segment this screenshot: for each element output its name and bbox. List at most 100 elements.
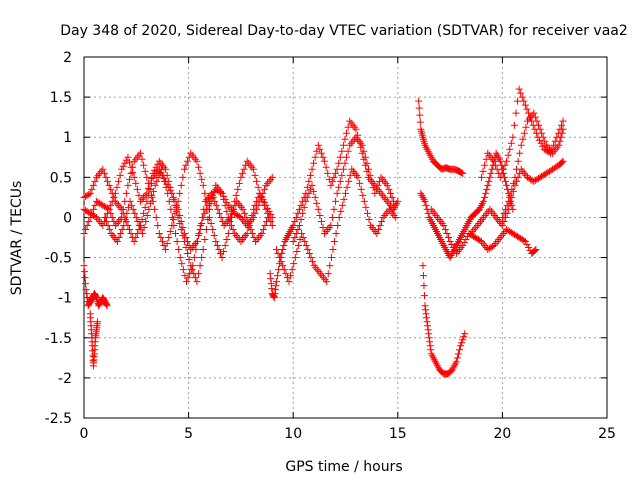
data-point bbox=[356, 179, 364, 187]
data-point bbox=[179, 266, 187, 274]
data-point bbox=[488, 243, 496, 251]
data-point bbox=[332, 169, 340, 177]
data-point bbox=[189, 262, 197, 270]
data-point bbox=[487, 169, 495, 177]
data-point bbox=[311, 153, 319, 161]
data-point bbox=[280, 242, 288, 250]
data-point bbox=[460, 333, 468, 341]
data-point bbox=[276, 254, 284, 262]
data-point bbox=[141, 167, 149, 175]
data-point bbox=[89, 181, 97, 189]
data-point bbox=[157, 234, 165, 241]
data-point bbox=[358, 141, 366, 149]
data-point bbox=[198, 175, 206, 183]
data-point bbox=[424, 209, 432, 217]
data-point bbox=[117, 229, 125, 237]
y-tick-label: 2 bbox=[63, 50, 72, 66]
data-point bbox=[462, 236, 470, 244]
data-point bbox=[80, 262, 88, 270]
data-point bbox=[211, 197, 219, 205]
data-point bbox=[461, 330, 469, 338]
data-point bbox=[500, 217, 508, 225]
data-point bbox=[441, 225, 449, 233]
data-point bbox=[253, 177, 261, 185]
data-point bbox=[289, 221, 297, 229]
data-point bbox=[327, 221, 335, 229]
data-point bbox=[308, 181, 316, 189]
data-point bbox=[153, 177, 161, 185]
data-point bbox=[392, 213, 400, 221]
data-point bbox=[507, 139, 515, 147]
data-point bbox=[459, 242, 467, 250]
data-point bbox=[385, 185, 393, 193]
data-point bbox=[198, 213, 206, 221]
data-point bbox=[193, 278, 201, 286]
data-point bbox=[223, 207, 231, 215]
data-point bbox=[271, 286, 279, 294]
data-point bbox=[214, 205, 222, 213]
data-point bbox=[120, 221, 128, 229]
data-point bbox=[83, 290, 91, 298]
data-point bbox=[305, 177, 313, 185]
data-point bbox=[207, 199, 215, 207]
data-point bbox=[505, 197, 513, 205]
data-point bbox=[481, 193, 489, 201]
data-point bbox=[221, 201, 229, 209]
data-point bbox=[191, 274, 199, 282]
data-point bbox=[142, 217, 150, 225]
data-point bbox=[122, 189, 130, 197]
data-point bbox=[171, 209, 179, 217]
x-axis-label: GPS time / hours bbox=[285, 459, 402, 475]
data-point bbox=[339, 165, 347, 173]
data-point bbox=[539, 142, 547, 150]
data-point bbox=[383, 181, 391, 189]
data-point bbox=[210, 231, 218, 239]
data-point bbox=[196, 225, 204, 233]
data-point bbox=[154, 160, 162, 168]
data-point bbox=[199, 181, 207, 189]
data-point bbox=[295, 221, 303, 229]
data-point bbox=[541, 137, 549, 145]
data-point bbox=[291, 254, 299, 262]
data-point bbox=[182, 161, 190, 169]
data-point bbox=[352, 125, 360, 133]
data-point bbox=[235, 179, 243, 187]
data-point bbox=[555, 141, 563, 149]
data-point bbox=[104, 204, 112, 212]
data-point bbox=[85, 190, 93, 198]
data-point bbox=[458, 169, 466, 177]
data-point bbox=[139, 229, 147, 237]
data-point bbox=[509, 179, 517, 187]
data-point bbox=[299, 209, 307, 217]
data-point bbox=[82, 225, 90, 233]
data-point bbox=[128, 201, 136, 209]
data-point bbox=[132, 234, 140, 241]
data-point bbox=[333, 165, 341, 173]
data-point bbox=[422, 306, 430, 314]
data-point bbox=[261, 221, 269, 229]
data-point bbox=[85, 217, 93, 225]
data-series bbox=[80, 85, 567, 378]
data-point bbox=[99, 165, 107, 173]
data-point bbox=[503, 201, 511, 209]
data-point bbox=[195, 229, 203, 237]
data-point bbox=[169, 195, 177, 203]
data-point bbox=[357, 185, 365, 193]
data-point bbox=[242, 213, 250, 221]
data-point bbox=[132, 213, 140, 221]
data-point bbox=[558, 129, 566, 137]
data-point bbox=[107, 209, 115, 217]
data-point bbox=[558, 158, 566, 166]
data-point bbox=[420, 282, 428, 290]
data-point bbox=[299, 234, 307, 241]
y-tick-label: -2 bbox=[58, 371, 72, 387]
data-point bbox=[452, 358, 460, 366]
data-point bbox=[151, 181, 159, 189]
data-point bbox=[201, 189, 209, 197]
data-point bbox=[81, 268, 89, 276]
data-point bbox=[517, 89, 525, 97]
data-point bbox=[162, 246, 170, 254]
data-point bbox=[266, 270, 274, 278]
data-point bbox=[234, 185, 242, 193]
